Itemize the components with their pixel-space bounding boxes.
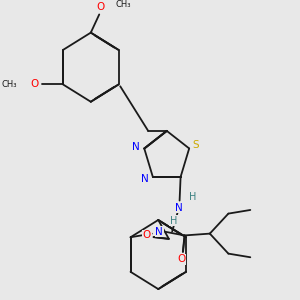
Text: N: N xyxy=(132,142,140,152)
Text: CH₃: CH₃ xyxy=(1,80,17,89)
Text: CH₃: CH₃ xyxy=(115,0,130,9)
Text: H: H xyxy=(170,216,177,226)
Text: N: N xyxy=(155,227,163,237)
Text: O: O xyxy=(97,2,105,12)
Text: N: N xyxy=(175,203,183,213)
Text: O: O xyxy=(30,80,38,89)
Text: O: O xyxy=(177,254,185,264)
Text: S: S xyxy=(192,140,199,150)
Text: H: H xyxy=(189,192,197,202)
Text: N: N xyxy=(140,174,148,184)
Text: O: O xyxy=(143,230,151,240)
